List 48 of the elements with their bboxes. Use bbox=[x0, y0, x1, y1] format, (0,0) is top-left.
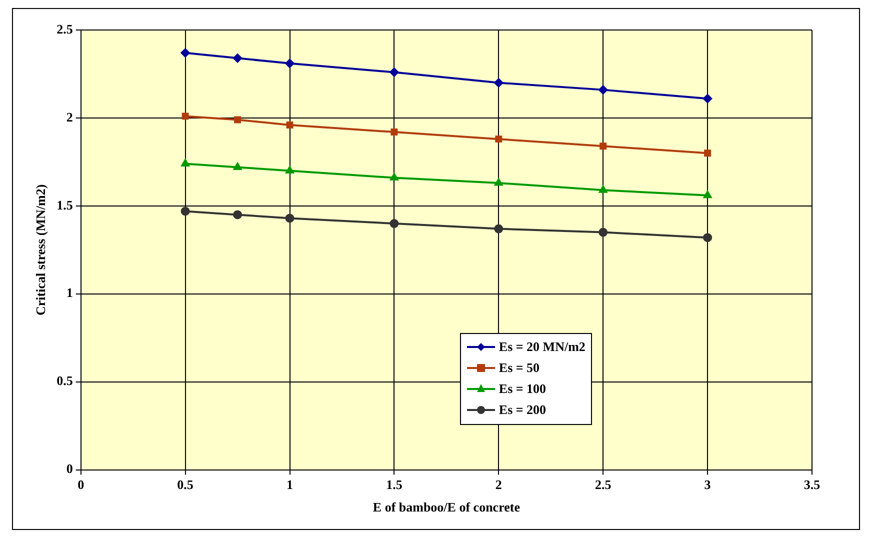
point bbox=[390, 219, 399, 228]
y-tick-label: 1 bbox=[66, 285, 73, 300]
point bbox=[233, 54, 242, 63]
point bbox=[704, 190, 712, 198]
point bbox=[390, 173, 398, 181]
legend-label: Es = 100 bbox=[498, 381, 546, 398]
point bbox=[286, 166, 294, 174]
point bbox=[598, 85, 608, 94]
x-tick-label: 2.5 bbox=[594, 476, 612, 492]
y-tick-label: 0 bbox=[66, 461, 73, 476]
point bbox=[390, 68, 399, 77]
y-tick-label: 2 bbox=[66, 109, 73, 124]
point bbox=[233, 162, 242, 170]
y-tick-label: 0.5 bbox=[56, 373, 74, 388]
x-tick-label: 3.5 bbox=[804, 476, 821, 492]
point bbox=[181, 159, 190, 166]
point bbox=[390, 128, 398, 136]
point bbox=[600, 142, 607, 150]
x-tick-label: 1 bbox=[286, 476, 293, 492]
x-tick-label: 2 bbox=[495, 476, 502, 492]
point bbox=[494, 224, 504, 234]
point bbox=[494, 78, 504, 88]
point bbox=[285, 214, 294, 223]
x-tick-label: 3 bbox=[704, 476, 712, 492]
point bbox=[234, 116, 241, 124]
point bbox=[494, 178, 503, 186]
point bbox=[495, 136, 502, 143]
point bbox=[285, 58, 294, 68]
x-tick-label: 1.5 bbox=[386, 476, 403, 492]
point bbox=[286, 122, 294, 128]
point bbox=[703, 233, 712, 242]
x-tick-label: 0.5 bbox=[177, 476, 194, 492]
legend-label: Es = 200 bbox=[498, 402, 546, 418]
point bbox=[704, 150, 712, 157]
x-tick-label: 0 bbox=[78, 476, 84, 492]
point bbox=[182, 112, 189, 120]
y-tick-label: 2.5 bbox=[56, 21, 74, 36]
point bbox=[598, 228, 608, 237]
point bbox=[233, 210, 242, 220]
point bbox=[180, 48, 190, 58]
y-axis-title: Critical stress (MN/m2) bbox=[33, 184, 48, 316]
point bbox=[599, 186, 608, 193]
point bbox=[703, 94, 712, 104]
y-tick-label: 1.5 bbox=[56, 197, 74, 212]
point bbox=[180, 206, 190, 216]
legend-label: Es = 50 bbox=[498, 360, 540, 376]
x-axis-title: E of bamboo/E of concrete bbox=[372, 500, 520, 515]
legend-label: Es = 20 MN/m2 bbox=[498, 339, 586, 356]
